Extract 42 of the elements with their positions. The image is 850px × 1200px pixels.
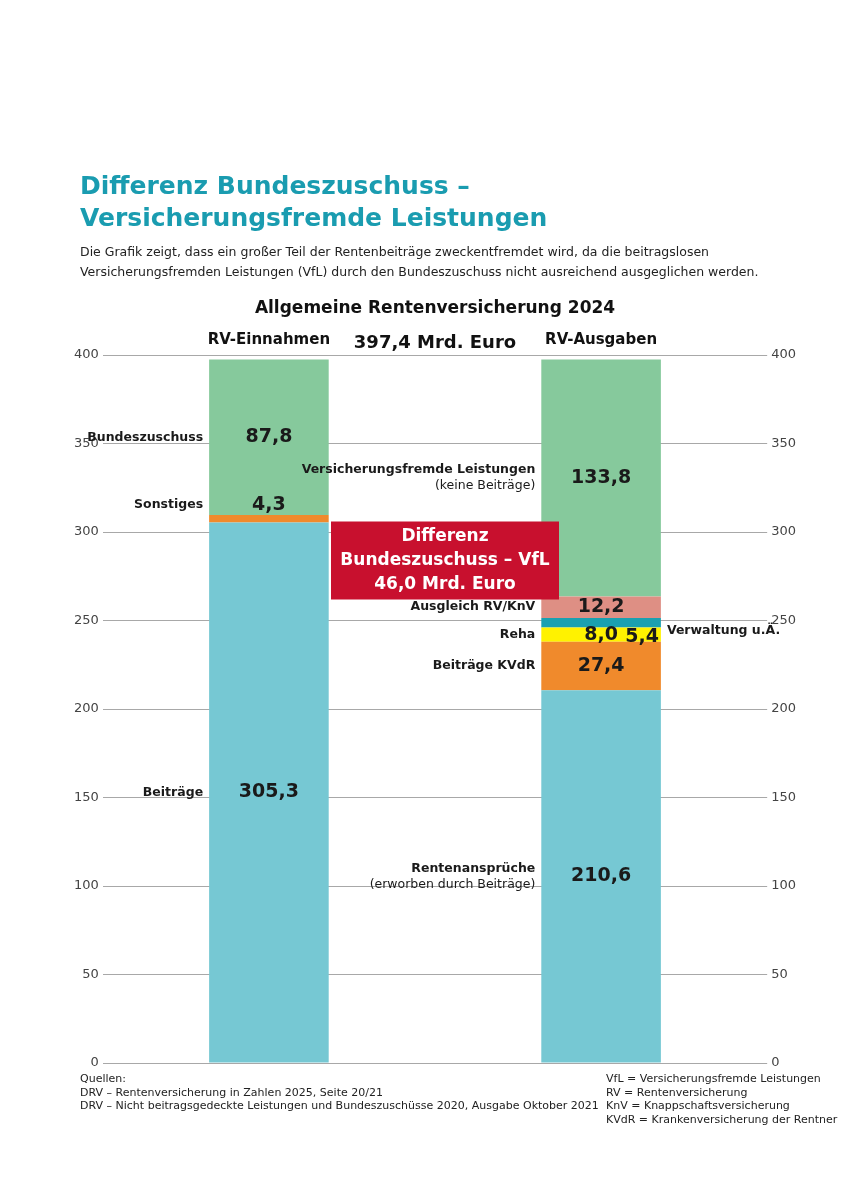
y-tick-label: 400 [73,346,99,362]
data-label: 305,3 [238,779,299,802]
y2-tick-label: 350 [771,434,797,450]
series-label: Beiträge KVdR [432,657,536,673]
y-tick-label: 200 [73,700,99,716]
text: 397,4 Mrd. Euro [353,330,517,352]
y-tick-label: 300 [73,523,99,539]
text: VfL = Versicherungsfremde Leistungen RV = Rentenversicherung KnV = Knappschaftsversicherung KVdR = Krankenversicherung der Rentner [606,1072,838,1126]
data-label: 12,2 [577,594,625,617]
data-label: 4,3 [252,491,286,514]
annotation: Differenz Bundeszuschuss – VfL 46,0 Mrd. Euro [340,524,550,593]
series-label: Beiträge [142,783,204,799]
data-label: 8,0 [584,621,618,644]
series-label: Reha [499,625,536,641]
chart-subtitle: Die Grafik zeigt, dass ein großer Teil der Rentenbeiträge zweckentfremdet wird, da die beitragslosen Versicherungsfremden Leistungen (VfL) durch den Bundeszuschuss nicht ausreichend ausgeglichen werden. [80,243,760,281]
x-tick-label: RV-Ausgaben [545,329,658,348]
series-label: Ausgleich RV/KnV [410,598,536,614]
data-label: 5,4 [625,623,659,646]
source-note: Quellen: DRV – Rentenversicherung in Zahlen 2025, Seite 20/21 DRV – Nicht beitragsgedeckte Leistungen und Bundeszuschüsse 2020, Ausgabe Oktober 2021 [80,1072,599,1113]
data-label: 133,8 [571,464,632,487]
data-label: 27,4 [577,652,625,675]
y-tick-label: 100 [73,877,99,893]
y-tick-label: 150 [73,788,99,804]
text: Allgemeine Rentenversicherung 2024 [254,297,616,318]
y-tick-label: 50 [82,965,99,981]
data-label: 87,8 [245,424,293,447]
y2-tick-label: 0 [771,1054,780,1070]
y-tick-label: 0 [90,1054,99,1070]
series-label: Sonstiges [134,496,204,512]
y2-tick-label: 400 [771,346,797,362]
y2-tick-label: 200 [771,700,797,716]
series-label: Rentenansprüche (erworben durch Beiträge) [369,859,536,891]
data-label: 210,6 [571,863,632,886]
y2-tick-label: 150 [771,788,797,804]
x-tick-label: RV-Einnahmen [207,329,331,348]
y2-tick-label: 300 [771,523,797,539]
y-tick-label: 250 [73,611,99,627]
series-label: Verwaltung u.Ä. [666,622,781,638]
y2-tick-label: 50 [771,965,788,981]
y2-tick-label: 100 [771,877,797,893]
series-label: Versicherungsfremde Leistungen (keine Beiträge) [301,461,536,493]
chart-title: Differenz Bundeszuschuss – Versicherungsfremde Leistungen [80,170,549,234]
